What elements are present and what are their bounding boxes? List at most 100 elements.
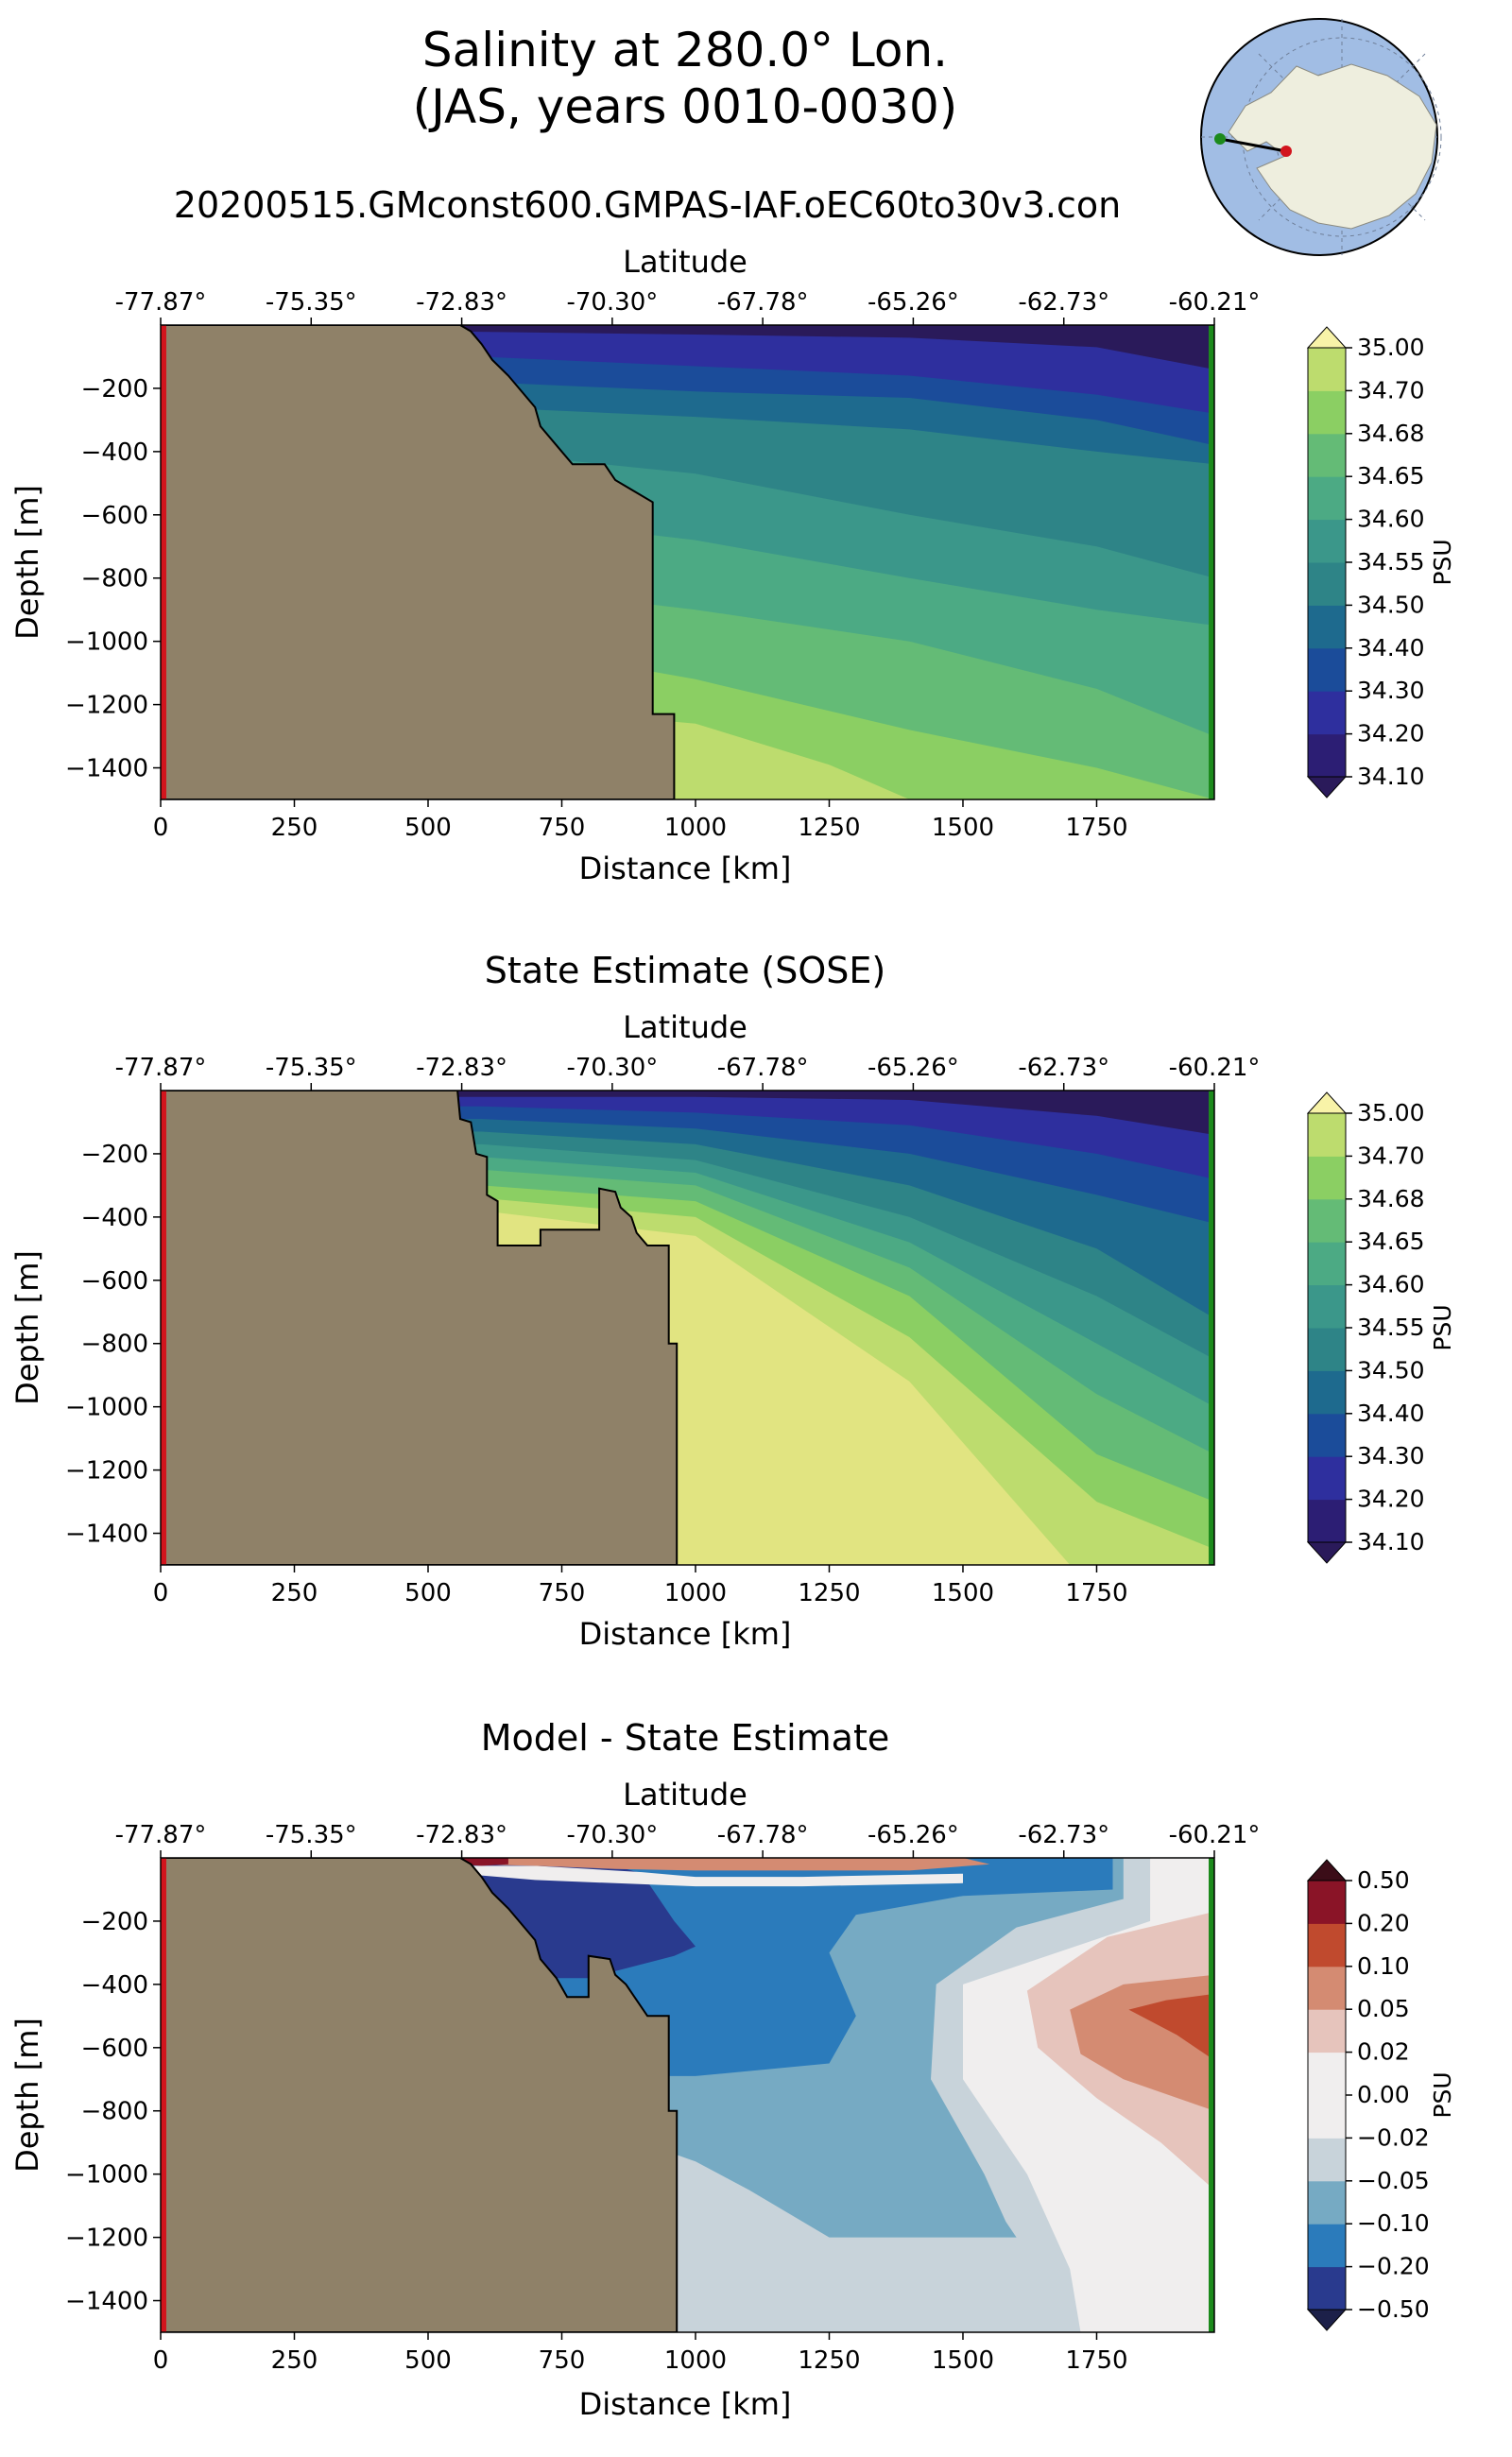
y-tick-label: −400 — [81, 438, 148, 467]
x-tick-label: 750 — [539, 2346, 586, 2375]
inset-transect-line — [1219, 137, 1287, 153]
colorbar-swatch — [1308, 647, 1346, 692]
colorbar-tick-label: 35.00 — [1357, 334, 1425, 361]
end-marker — [1209, 1091, 1214, 1565]
colorbar-tick-label: 34.68 — [1357, 1185, 1425, 1212]
latitude-tick-label: -65.26° — [868, 1054, 959, 1082]
colorbar-swatch — [1308, 2224, 1346, 2268]
colorbar-swatch — [1308, 1156, 1346, 1200]
latitude-tick-label: -67.78° — [717, 1054, 809, 1082]
x-tick-label: 1250 — [798, 1579, 860, 1607]
start-marker — [161, 325, 166, 799]
panel-model: 20200515.GMconst600.GMPAS-IAF.oEC60to30v… — [9, 184, 1456, 886]
colorbar-tick-label: 0.02 — [1357, 2038, 1410, 2066]
x-tick-label: 1250 — [798, 814, 860, 842]
colorbar-swatch — [1308, 1881, 1346, 1924]
colorbar-tick-label: −0.05 — [1357, 2167, 1430, 2194]
y-tick-label: −600 — [81, 1267, 148, 1296]
colorbar-swatch — [1308, 433, 1346, 477]
colorbar-tick-label: 34.65 — [1357, 462, 1425, 490]
colorbar-tick-label: −0.50 — [1357, 2295, 1430, 2323]
colorbar-extend-under — [1306, 1541, 1348, 1564]
panel-title: Model - State Estimate — [481, 1717, 889, 1759]
y-tick-label: −1400 — [65, 2288, 148, 2316]
colorbar: 34.10 34.20 34.30 34.40 34.50 34.55 34.60 34.65… — [1306, 1091, 1456, 1564]
y-tick-label: −200 — [81, 375, 148, 404]
land-layer — [161, 1858, 679, 2332]
x-tick-label: 0 — [153, 814, 169, 842]
end-marker — [1209, 1858, 1214, 2332]
latitude-tick-label: -70.30° — [566, 288, 658, 317]
panel-sose: State Estimate (SOSE) Latitude -77.87° -7… — [9, 950, 1456, 1652]
colorbar-tick-label: 0.05 — [1357, 1995, 1410, 2022]
latitude-tick-label: -67.78° — [717, 1821, 809, 1849]
latitude-tick-label: -60.21° — [1169, 1054, 1261, 1082]
x-tick-label: 500 — [404, 1579, 452, 1607]
y-tick-label: −1000 — [65, 1394, 148, 1422]
panel-title: 20200515.GMconst600.GMPAS-IAF.oEC60to30v… — [174, 184, 1121, 226]
x-tick-label: 500 — [404, 814, 452, 842]
plot-area — [161, 1091, 1214, 1565]
latitude-tick-label: -62.73° — [1018, 1054, 1109, 1082]
x-axis-label: Distance [km] — [579, 2386, 792, 2422]
x-tick-label: 1250 — [798, 2346, 860, 2375]
plot-area — [161, 1858, 1214, 2332]
colorbar-label: PSU — [1429, 2071, 1456, 2118]
colorbar: 34.10 34.20 34.30 34.40 34.50 34.55 34.60 34.65… — [1306, 326, 1456, 799]
y-tick-label: −200 — [81, 1141, 148, 1169]
colorbar-swatch — [1308, 2138, 1346, 2182]
field-region-9 — [460, 1858, 990, 1871]
colorbar-label: PSU — [1429, 1304, 1456, 1350]
colorbar-tick-label: 34.68 — [1357, 420, 1425, 447]
x-tick-label: 0 — [153, 2346, 169, 2375]
y-tick-label: −400 — [81, 1971, 148, 2000]
plot-frame — [160, 1857, 1215, 2333]
field-band-0 — [161, 325, 1214, 369]
colorbar-tick-label: 0.50 — [1357, 1866, 1410, 1894]
colorbar-ticks: −0.50 −0.20 −0.10 −0.05 −0.02 0.00 0.02 0.05 0.1… — [1346, 1866, 1430, 2323]
colorbar-tick-label: 0.10 — [1357, 1952, 1410, 1980]
colorbar-tick-label: 34.40 — [1357, 634, 1425, 662]
colorbar-swatch — [1308, 2095, 1346, 2139]
colorbar-tick-label: 0.00 — [1357, 2081, 1410, 2108]
latitude-tick-label: -75.35° — [266, 1821, 357, 1849]
colorbar-swatch — [1308, 691, 1346, 735]
x-axis-label: Distance [km] — [579, 1616, 792, 1652]
field-band-1 — [161, 1091, 1214, 1179]
y-tick-label: −1000 — [65, 628, 148, 657]
x-tick-label: 1500 — [932, 814, 994, 842]
x-tick-label: 500 — [404, 2346, 452, 2375]
x-tick-label: 1750 — [1065, 814, 1127, 842]
y-axis-label: Depth [m] — [9, 485, 45, 640]
colorbar: −0.50 −0.20 −0.10 −0.05 −0.02 0.00 0.02 0.05 0.1… — [1306, 1859, 1456, 2331]
y-tick-label: −1400 — [65, 1521, 148, 1549]
land-mask — [161, 1858, 679, 2332]
y-tick-label: −800 — [81, 1331, 148, 1359]
field-region-10 — [460, 1858, 508, 1866]
x-ticks: 0 250 500 750 1000 1250 1500 1750 — [153, 1565, 1128, 1607]
field-band-0 — [161, 1091, 1214, 1135]
latitude-tick-label: -77.87° — [115, 1054, 207, 1082]
colorbar-tick-label: 34.55 — [1357, 548, 1425, 576]
colorbar-swatch — [1308, 390, 1346, 435]
latitude-tick-label: -67.78° — [717, 288, 809, 317]
x-tick-label: 250 — [271, 1579, 318, 1607]
y-tick-label: −1000 — [65, 2161, 148, 2190]
figure-title-line1: Salinity at 280.0° Lon. — [422, 23, 948, 77]
colorbar-tick-label: 34.55 — [1357, 1314, 1425, 1341]
latitude-axis-label: Latitude — [623, 1009, 747, 1045]
x-axis-label: Distance [km] — [579, 850, 792, 886]
colorbar-extend-over — [1306, 1859, 1348, 1881]
y-tick-label: −800 — [81, 565, 148, 593]
colorbar-swatch — [1308, 605, 1346, 649]
colorbar-extend-over — [1306, 1091, 1348, 1114]
x-tick-label: 1750 — [1065, 2346, 1127, 2375]
colorbar-swatch — [1308, 1923, 1346, 1967]
start-marker — [161, 1091, 166, 1565]
colorbar-swatch — [1308, 1284, 1346, 1329]
colorbar-tick-label: 34.60 — [1357, 506, 1425, 533]
field-region-7 — [1128, 1993, 1214, 2061]
colorbar-tick-label: 34.10 — [1357, 763, 1425, 790]
colorbar-swatch — [1308, 1370, 1346, 1415]
latitude-tick-label: -62.73° — [1018, 1821, 1109, 1849]
